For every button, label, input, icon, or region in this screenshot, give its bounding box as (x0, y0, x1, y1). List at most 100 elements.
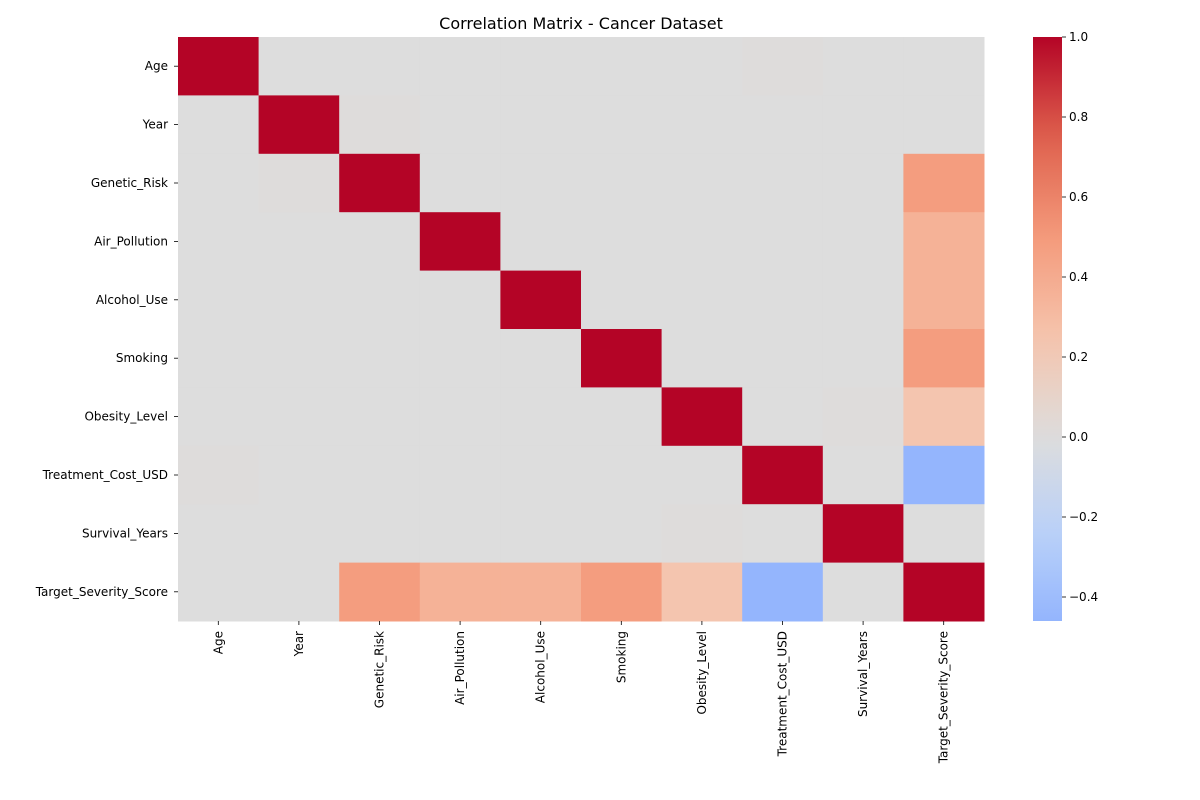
heatmap-cell-3-5 (581, 212, 663, 272)
heatmap-cell-6-1 (258, 387, 340, 447)
y-tick-label: Target_Severity_Score (35, 585, 168, 599)
heatmap-cell-2-2 (339, 153, 421, 213)
heatmap-cell-3-0 (178, 212, 260, 272)
heatmap-cell-0-5 (581, 37, 663, 96)
heatmap-cell-4-2 (339, 270, 421, 330)
heatmap-cell-1-6 (661, 95, 743, 155)
heatmap-cell-9-1 (258, 562, 340, 622)
heatmap-cell-7-3 (419, 445, 501, 505)
heatmap-cell-1-5 (581, 95, 663, 155)
heatmap-cell-5-8 (822, 329, 904, 388)
heatmap-cell-0-1 (258, 37, 340, 96)
heatmap-cell-8-8 (822, 504, 904, 564)
heatmap-cell-6-9 (903, 387, 985, 447)
x-tick-label: Age (211, 631, 225, 654)
heatmap-cell-4-7 (742, 270, 824, 330)
heatmap-cell-7-0 (178, 445, 260, 505)
heatmap-cell-0-6 (661, 37, 743, 96)
heatmap-cell-3-9 (903, 212, 985, 272)
heatmap-cell-9-0 (178, 562, 260, 622)
heatmap-cell-5-4 (500, 329, 582, 388)
heatmap-cell-7-1 (258, 445, 340, 505)
heatmap-cell-7-4 (500, 445, 582, 505)
x-tick-label: Smoking (614, 631, 628, 683)
heatmap-cell-1-8 (822, 95, 904, 155)
heatmap-cell-5-5 (581, 329, 663, 388)
heatmap-cell-8-3 (419, 504, 501, 564)
chart-title: Correlation Matrix - Cancer Dataset (439, 14, 723, 33)
heatmap-cell-9-5 (581, 562, 663, 622)
heatmap-cell-6-6 (661, 387, 743, 447)
heatmap-cell-9-4 (500, 562, 582, 622)
x-tick-label: Survival_Years (856, 631, 870, 717)
heatmap-cell-3-8 (822, 212, 904, 272)
y-tick-label: Genetic_Risk (91, 176, 168, 190)
heatmap-cell-6-7 (742, 387, 824, 447)
heatmap-cell-7-2 (339, 445, 421, 505)
x-tick-label: Alcohol_Use (534, 631, 548, 703)
heatmap-cell-9-9 (903, 562, 985, 622)
heatmap-cell-8-0 (178, 504, 260, 564)
x-tick-label: Genetic_Risk (373, 631, 387, 708)
heatmap-cell-4-5 (581, 270, 663, 330)
heatmap-cell-0-2 (339, 37, 421, 96)
colorbar-tick-label: 0.0 (1069, 430, 1088, 444)
colorbar-tick-label: 0.8 (1069, 110, 1088, 124)
y-axis-tick-labels: Age Year Genetic_Risk Air_Pollution Alcohol_… (35, 59, 178, 599)
heatmap-cell-2-0 (178, 153, 260, 213)
x-tick-label: Air_Pollution (453, 631, 467, 705)
heatmap-cell-5-6 (661, 329, 743, 388)
heatmap-cell-3-4 (500, 212, 582, 272)
heatmap-cell-5-1 (258, 329, 340, 388)
heatmap-cell-9-6 (661, 562, 743, 622)
y-tick-label: Age (145, 59, 168, 73)
heatmap-cell-1-7 (742, 95, 824, 155)
heatmap-cell-8-2 (339, 504, 421, 564)
colorbar-tick-label: −0.2 (1069, 510, 1098, 524)
heatmap-cell-9-7 (742, 562, 824, 622)
heatmap-cell-1-4 (500, 95, 582, 155)
heatmap-cell-4-9 (903, 270, 985, 330)
heatmap-cell-9-3 (419, 562, 501, 622)
heatmap-cell-0-0 (178, 37, 260, 96)
x-tick-label: Treatment_Cost_USD (776, 631, 790, 757)
y-tick-label: Survival_Years (82, 526, 168, 540)
colorbar-tick-label: 0.4 (1069, 270, 1088, 284)
heatmap-cell-1-9 (903, 95, 985, 155)
heatmap-cell-7-6 (661, 445, 743, 505)
heatmap-cell-2-5 (581, 153, 663, 213)
heatmap-cell-3-2 (339, 212, 421, 272)
heatmap-cell-8-1 (258, 504, 340, 564)
colorbar: 1.0 0.8 0.6 0.4 0.2 0.0 −0.2 −0.4 (1033, 30, 1098, 621)
y-tick-label: Alcohol_Use (96, 293, 168, 307)
heatmap-cell-5-0 (178, 329, 260, 388)
heatmap-cell-2-4 (500, 153, 582, 213)
heatmap-cell-0-9 (903, 37, 985, 96)
heatmap-cell-2-6 (661, 153, 743, 213)
heatmap-cell-6-5 (581, 387, 663, 447)
colorbar-tick-label: 0.2 (1069, 350, 1088, 364)
heatmap-cell-2-3 (419, 153, 501, 213)
heatmap-cell-1-3 (419, 95, 501, 155)
heatmap-cell-7-5 (581, 445, 663, 505)
heatmap-cell-3-3 (419, 212, 501, 272)
heatmap-cell-8-5 (581, 504, 663, 564)
heatmap-cell-4-0 (178, 270, 260, 330)
heatmap-cell-6-8 (822, 387, 904, 447)
heatmap-cell-6-4 (500, 387, 582, 447)
colorbar-tick-label: −0.4 (1069, 590, 1098, 604)
heatmap-cell-0-4 (500, 37, 582, 96)
y-tick-label: Obesity_Level (84, 410, 168, 424)
heatmap-cell-5-7 (742, 329, 824, 388)
y-tick-label: Air_Pollution (94, 234, 168, 248)
heatmap-cell-0-8 (822, 37, 904, 96)
heatmap-cell-3-1 (258, 212, 340, 272)
heatmap-cell-2-7 (742, 153, 824, 213)
heatmap-cell-1-0 (178, 95, 260, 155)
x-tick-label: Year (292, 631, 306, 657)
heatmap-cell-6-2 (339, 387, 421, 447)
heatmap-cell-5-3 (419, 329, 501, 388)
colorbar-gradient (1033, 37, 1062, 621)
heatmap-cell-2-9 (903, 153, 985, 213)
